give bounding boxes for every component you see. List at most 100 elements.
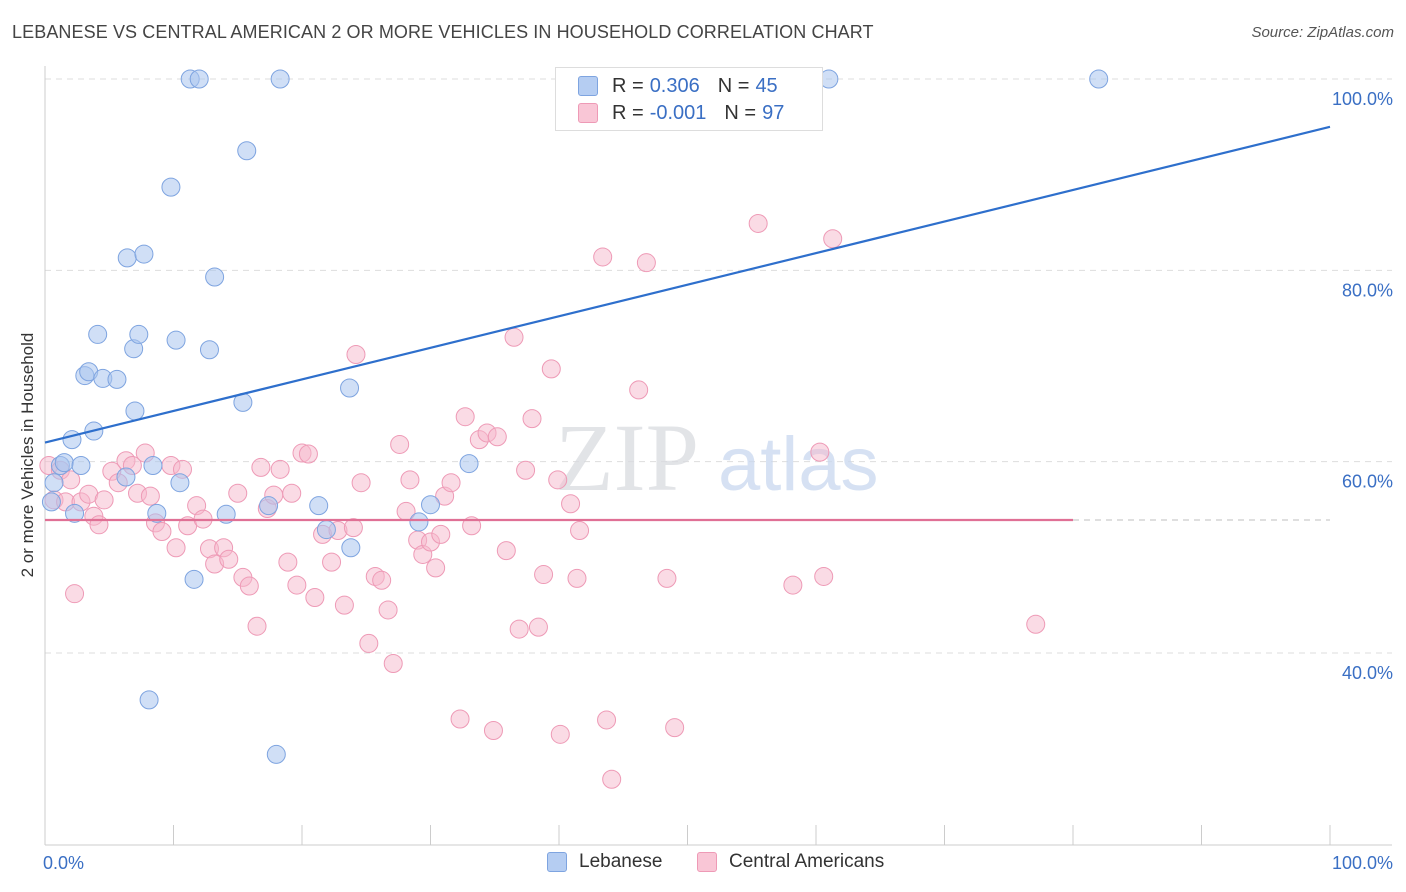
central-american-point (450, 709, 470, 729)
central-american-point (567, 568, 587, 588)
watermark-atlas: atlas (718, 422, 879, 507)
central-american-point (629, 380, 649, 400)
central-american-point (343, 518, 363, 538)
central-american-point (748, 213, 768, 233)
central-american-point (541, 359, 561, 379)
central-american-point (346, 345, 366, 365)
central-american-point (65, 584, 85, 604)
central-american-point (814, 566, 834, 586)
central-american-point (282, 483, 302, 503)
x-tick-label-left: 0.0% (43, 853, 84, 873)
central-american-point (496, 541, 516, 561)
bottom-legend-label-lebanese: Lebanese (579, 851, 663, 872)
watermark: ZIP atlas (555, 404, 879, 511)
central-american-point (504, 327, 524, 347)
central-american-point (390, 434, 410, 454)
central-american-point (441, 473, 461, 493)
watermark-zip: ZIP (555, 404, 699, 511)
lebanese-point (266, 744, 286, 764)
central-american-point (426, 558, 446, 578)
lebanese-point (270, 69, 290, 89)
central-american-point (593, 247, 613, 267)
lebanese-point (316, 520, 336, 540)
legend-swatch-lebanese (578, 76, 598, 96)
lebanese-point (71, 455, 91, 475)
central-american-point (665, 718, 685, 738)
lebanese-point (44, 473, 64, 493)
lebanese-point (139, 690, 159, 710)
central-american-point (534, 565, 554, 585)
central-american-point (455, 407, 475, 427)
lebanese-trend-line (44, 125, 1331, 444)
bottom-legend-central: Central Americans (697, 851, 884, 873)
axis-layer (44, 66, 1392, 846)
central-american-point (570, 521, 590, 541)
central-american-point (305, 588, 325, 608)
lebanese-point (216, 504, 236, 524)
central-american-point (550, 724, 570, 744)
bottom-legend-swatch-lebanese (547, 852, 567, 872)
legend-r-value-central: -0.001 (649, 101, 707, 124)
central-american-point (152, 522, 172, 542)
tick-labels: 100.0% 80.0% 60.0% 40.0% 0.0% 100.0% (43, 89, 1393, 873)
legend-row-lebanese: R = 0.306 N = 45 (578, 72, 778, 100)
lebanese-point (205, 267, 225, 287)
lebanese-point (409, 512, 429, 532)
legend-r-label: R = (612, 74, 644, 97)
lebanese-point (259, 496, 279, 516)
lebanese-points (41, 69, 1109, 764)
legend-r-value-lebanese: 0.306 (649, 74, 700, 97)
lebanese-point (125, 401, 145, 421)
central-american-point (94, 490, 114, 510)
central-american-point (1026, 614, 1046, 634)
grid-layer (45, 78, 1392, 654)
central-american-point (219, 549, 239, 569)
central-american-point (247, 616, 267, 636)
central-american-point (351, 473, 371, 493)
lebanese-point (65, 503, 85, 523)
central-american-point (657, 568, 677, 588)
central-american-point (378, 600, 398, 620)
central-american-point (810, 442, 830, 462)
lebanese-point (184, 569, 204, 589)
lebanese-point (143, 455, 163, 475)
central-american-point (359, 633, 379, 653)
lebanese-point (166, 330, 186, 350)
bottom-legend-label-central: Central Americans (729, 851, 885, 872)
central-american-point (239, 576, 259, 596)
correlation-legend: R = 0.306 N = 45 R = -0.001 N = 97 (555, 67, 823, 131)
central-american-point (251, 457, 271, 477)
central-american-point (89, 515, 109, 535)
lebanese-point (147, 503, 167, 523)
y-tick-label: 80.0% (1342, 280, 1393, 300)
lebanese-point (117, 248, 137, 268)
central-american-point (487, 427, 507, 447)
lebanese-point (421, 495, 440, 515)
legend-n-value-central: 97 (762, 101, 785, 124)
central-american-point (602, 769, 622, 789)
central-american-point (561, 494, 581, 514)
legend-r-label: R = (612, 101, 644, 124)
lebanese-point (309, 496, 329, 516)
central-americans-points (39, 213, 1046, 789)
central-american-point (140, 486, 160, 506)
lebanese-point (41, 492, 61, 512)
x-tick-label-right: 100.0% (1332, 853, 1393, 873)
central-american-point (383, 654, 403, 674)
central-american-point (270, 459, 290, 479)
lebanese-point (54, 453, 74, 473)
legend-n-label: N = (717, 74, 750, 97)
legend-n-value-lebanese: 45 (755, 74, 778, 97)
lebanese-point (340, 378, 360, 398)
central-american-point (322, 552, 342, 572)
central-american-point (528, 617, 548, 637)
lebanese-point (237, 141, 257, 161)
lebanese-point (107, 369, 127, 389)
central-american-point (431, 524, 451, 544)
central-american-point (400, 470, 420, 490)
central-american-point (278, 552, 298, 572)
lebanese-point (116, 467, 136, 487)
y-tick-label: 40.0% (1342, 663, 1393, 683)
central-american-point (298, 444, 318, 464)
